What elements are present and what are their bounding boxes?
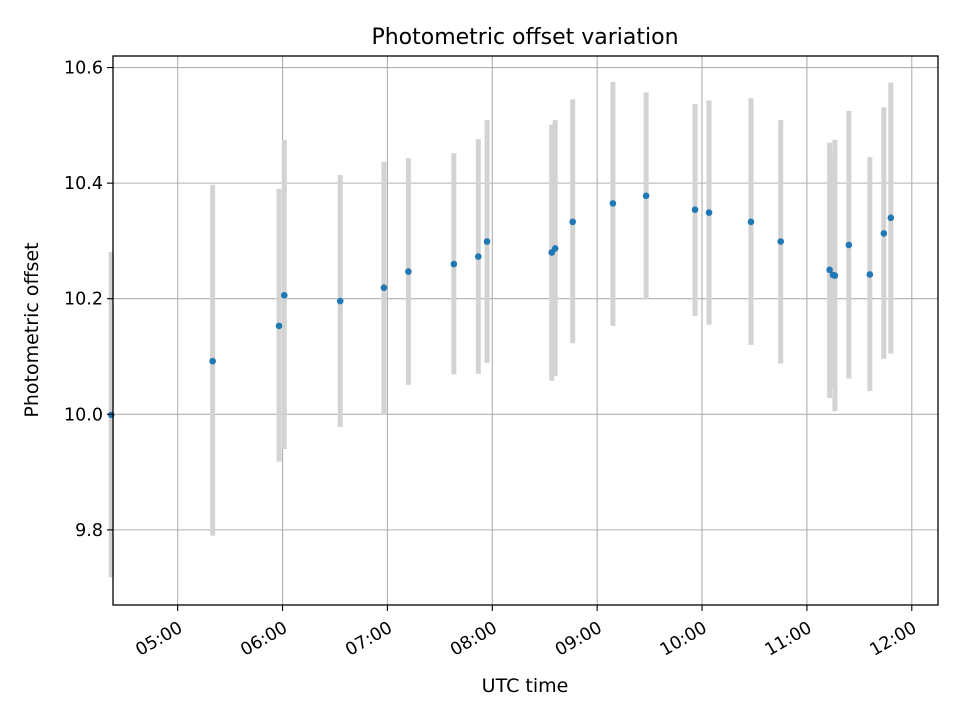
data-point	[643, 193, 650, 200]
data-point	[692, 206, 699, 213]
data-point	[610, 200, 617, 207]
y-tick-label: 10.6	[64, 59, 103, 79]
x-axis-label: UTC time	[482, 675, 569, 697]
data-point	[337, 298, 344, 305]
data-point	[552, 245, 559, 252]
y-tick-label: 10.0	[64, 405, 103, 425]
data-point	[405, 268, 412, 275]
data-point	[475, 253, 482, 260]
y-tick-label: 9.8	[75, 521, 103, 541]
data-point	[569, 219, 576, 226]
y-tick-label: 10.2	[64, 290, 103, 310]
data-point	[846, 242, 853, 249]
data-point	[276, 323, 283, 330]
data-point	[867, 271, 874, 278]
y-axis-label: Photometric offset	[21, 242, 43, 417]
data-point	[832, 272, 839, 279]
data-point	[484, 238, 491, 245]
data-point	[888, 215, 895, 222]
data-point	[281, 292, 288, 299]
data-point	[209, 358, 216, 365]
chart-title: Photometric offset variation	[371, 25, 678, 50]
data-point	[706, 209, 713, 216]
data-point	[451, 261, 458, 268]
data-point	[881, 230, 888, 237]
data-point	[748, 219, 755, 226]
data-point	[777, 238, 784, 245]
y-tick-label: 10.4	[64, 174, 103, 194]
data-point	[381, 284, 388, 291]
